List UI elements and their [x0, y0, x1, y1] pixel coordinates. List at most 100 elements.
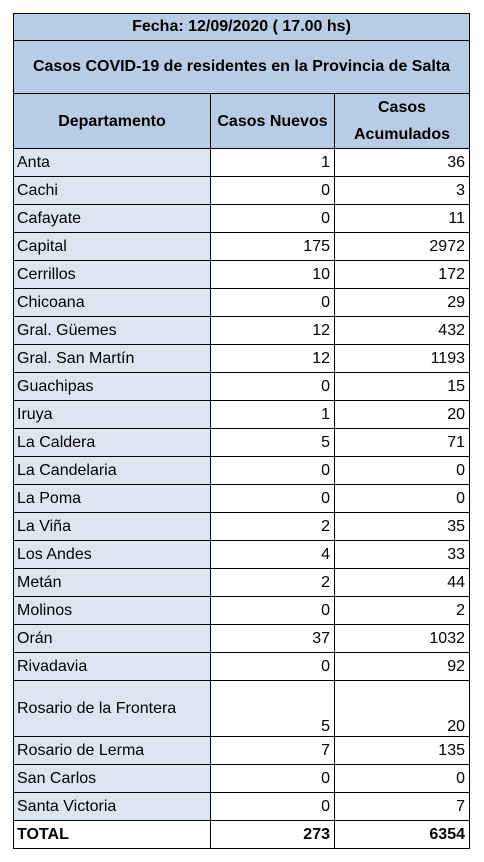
departamento-cell: Orán — [13, 624, 211, 653]
casos-nuevos-cell: 0 — [210, 288, 335, 317]
departamento-cell: Rosario de Lerma — [13, 736, 211, 765]
casos-acumulados-cell: 2 — [334, 596, 470, 625]
table-row: Los Andes 4 33 — [13, 540, 470, 569]
table-row: Anta 1 36 — [13, 148, 470, 177]
casos-acumulados-cell: 20 — [334, 680, 470, 737]
casos-nuevos-cell: 1 — [210, 148, 335, 177]
casos-acumulados-cell: 1193 — [334, 344, 470, 373]
casos-acumulados-cell: 35 — [334, 512, 470, 541]
covid-cases-table: Fecha: 12/09/2020 ( 17.00 hs) Casos COVI… — [13, 13, 470, 849]
departamento-cell: Capital — [13, 232, 211, 261]
total-label: TOTAL — [13, 820, 211, 849]
table-row: Guachipas 0 15 — [13, 372, 470, 401]
column-header-casos-acumulados: Casos Acumulados — [334, 93, 470, 149]
table-row: Chicoana 0 29 — [13, 288, 470, 317]
total-casos-acumulados: 6354 — [334, 820, 470, 849]
total-casos-nuevos: 273 — [210, 820, 335, 849]
table-row: Cachi 0 3 — [13, 176, 470, 205]
departamento-cell: Guachipas — [13, 372, 211, 401]
casos-nuevos-cell: 175 — [210, 232, 335, 261]
table-row: Capital 175 2972 — [13, 232, 470, 261]
departamento-cell: Cafayate — [13, 204, 211, 233]
casos-nuevos-cell: 0 — [210, 372, 335, 401]
departamento-cell: Molinos — [13, 596, 211, 625]
table-row: Cafayate 0 11 — [13, 204, 470, 233]
table-row: Rosario de la Frontera 5 20 — [13, 680, 470, 737]
casos-acumulados-cell: 11 — [334, 204, 470, 233]
casos-nuevos-cell: 0 — [210, 596, 335, 625]
casos-nuevos-cell: 5 — [210, 428, 335, 457]
table-row: Santa Victoria 0 7 — [13, 792, 470, 821]
table-row: Rivadavia 0 92 — [13, 652, 470, 681]
casos-nuevos-cell: 12 — [210, 344, 335, 373]
departamento-cell: Gral. San Martín — [13, 344, 211, 373]
casos-acumulados-cell: 7 — [334, 792, 470, 821]
total-row: TOTAL 273 6354 — [13, 820, 470, 849]
casos-acumulados-cell: 33 — [334, 540, 470, 569]
departamento-cell: La Viña — [13, 512, 211, 541]
casos-nuevos-cell: 0 — [210, 764, 335, 793]
casos-acumulados-cell: 2972 — [334, 232, 470, 261]
casos-acumulados-cell: 15 — [334, 372, 470, 401]
column-header-casos-nuevos: Casos Nuevos — [210, 93, 335, 149]
casos-acumulados-cell: 44 — [334, 568, 470, 597]
table-row: Gral. San Martín 12 1193 — [13, 344, 470, 373]
table-row: Metán 2 44 — [13, 568, 470, 597]
departamento-cell: Iruya — [13, 400, 211, 429]
casos-nuevos-cell: 0 — [210, 456, 335, 485]
casos-acumulados-cell: 20 — [334, 400, 470, 429]
casos-acumulados-cell: 36 — [334, 148, 470, 177]
departamento-cell: Chicoana — [13, 288, 211, 317]
departamento-cell: Anta — [13, 148, 211, 177]
casos-acumulados-cell: 71 — [334, 428, 470, 457]
departamento-cell: La Candelaria — [13, 456, 211, 485]
casos-nuevos-cell: 1 — [210, 400, 335, 429]
casos-acumulados-cell: 135 — [334, 736, 470, 765]
casos-acumulados-cell: 172 — [334, 260, 470, 289]
departamento-cell: Rivadavia — [13, 652, 211, 681]
casos-nuevos-cell: 7 — [210, 736, 335, 765]
report-subtitle: Casos COVID-19 de residentes en la Provi… — [13, 40, 470, 94]
departamento-cell: La Poma — [13, 484, 211, 513]
casos-acumulados-cell: 0 — [334, 484, 470, 513]
casos-acumulados-cell: 92 — [334, 652, 470, 681]
departamento-cell: Rosario de la Frontera — [13, 680, 211, 737]
table-row: La Caldera 5 71 — [13, 428, 470, 457]
casos-nuevos-cell: 4 — [210, 540, 335, 569]
casos-nuevos-cell: 0 — [210, 484, 335, 513]
departamento-cell: La Caldera — [13, 428, 211, 457]
table-row: Gral. Güemes 12 432 — [13, 316, 470, 345]
casos-acumulados-cell: 3 — [334, 176, 470, 205]
column-header-departamento: Departamento — [13, 93, 211, 149]
table-row: La Poma 0 0 — [13, 484, 470, 513]
table-row: San Carlos 0 0 — [13, 764, 470, 793]
table-row: Rosario de Lerma 7 135 — [13, 736, 470, 765]
casos-nuevos-cell: 10 — [210, 260, 335, 289]
table-row: La Candelaria 0 0 — [13, 456, 470, 485]
table-row: Molinos 0 2 — [13, 596, 470, 625]
casos-nuevos-cell: 2 — [210, 512, 335, 541]
table-row: La Viña 2 35 — [13, 512, 470, 541]
casos-nuevos-cell: 5 — [210, 680, 335, 737]
casos-nuevos-cell: 0 — [210, 792, 335, 821]
casos-nuevos-cell: 0 — [210, 652, 335, 681]
casos-acumulados-cell: 29 — [334, 288, 470, 317]
table-row: Orán 37 1032 — [13, 624, 470, 653]
departamento-cell: Metán — [13, 568, 211, 597]
departamento-cell: Cachi — [13, 176, 211, 205]
casos-nuevos-cell: 0 — [210, 176, 335, 205]
casos-nuevos-cell: 0 — [210, 204, 335, 233]
departamento-cell: Santa Victoria — [13, 792, 211, 821]
casos-nuevos-cell: 2 — [210, 568, 335, 597]
casos-acumulados-cell: 1032 — [334, 624, 470, 653]
table-row: Cerrillos 10 172 — [13, 260, 470, 289]
casos-nuevos-cell: 12 — [210, 316, 335, 345]
casos-acumulados-cell: 432 — [334, 316, 470, 345]
departamento-cell: San Carlos — [13, 764, 211, 793]
report-date-title: Fecha: 12/09/2020 ( 17.00 hs) — [13, 13, 470, 41]
departamento-cell: Los Andes — [13, 540, 211, 569]
departamento-cell: Cerrillos — [13, 260, 211, 289]
departamento-cell: Gral. Güemes — [13, 316, 211, 345]
casos-acumulados-cell: 0 — [334, 764, 470, 793]
casos-acumulados-cell: 0 — [334, 456, 470, 485]
